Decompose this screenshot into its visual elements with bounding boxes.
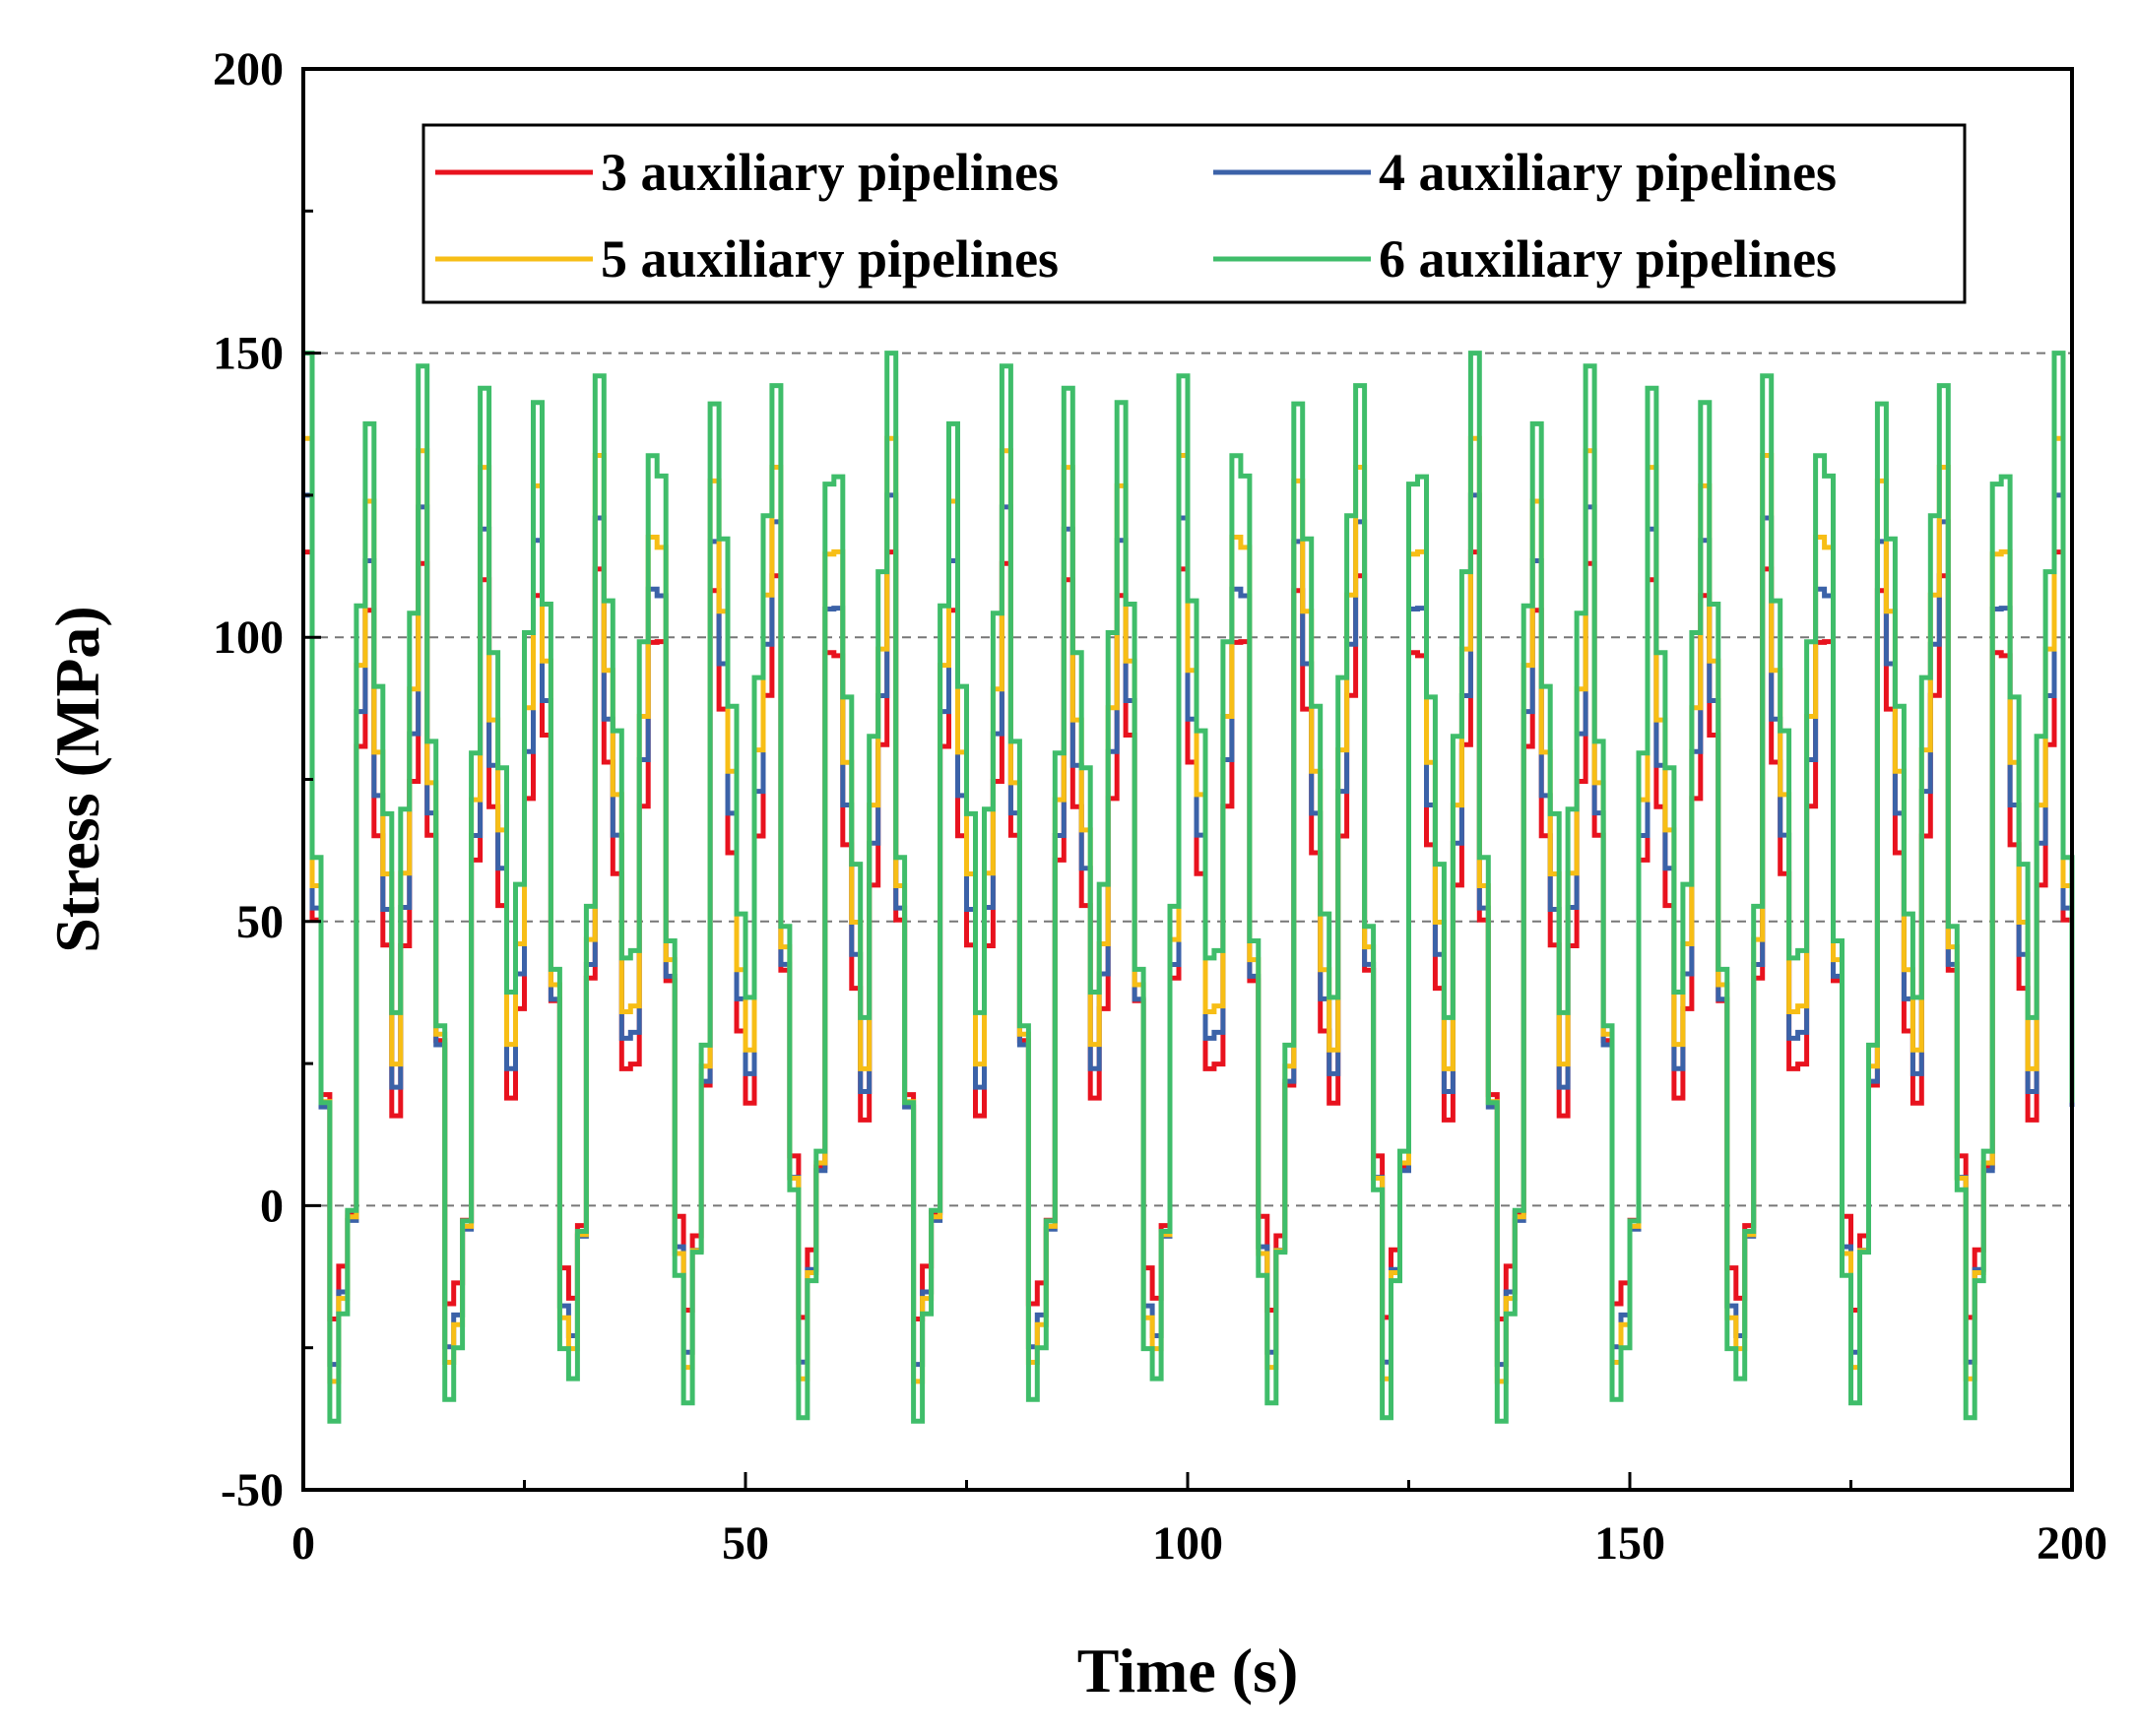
y-tick-label-0: 0: [260, 1180, 284, 1232]
legend-label-5: 5 auxiliary pipelines: [601, 229, 1059, 289]
y-tick-label-100: 100: [213, 611, 284, 664]
legend-box: [421, 123, 1967, 304]
series-line-6-auxiliary-pipelines: [303, 351, 2075, 1424]
y-axis-title: Stress (MPa): [42, 606, 112, 953]
y-tick-label-200: 200: [213, 43, 284, 96]
axis-ticks: [301, 67, 2074, 1492]
legend: 3 auxiliary pipelines 4 auxiliary pipelin…: [421, 123, 1967, 304]
x-tick-label-200: 200: [2037, 1517, 2107, 1570]
x-tick-label-0: 0: [291, 1517, 315, 1570]
x-tick-label-150: 150: [1594, 1517, 1665, 1570]
legend-label-4: 4 auxiliary pipelines: [1379, 143, 1837, 202]
x-tick-label-100: 100: [1152, 1517, 1223, 1570]
legend-label-6: 6 auxiliary pipelines: [1379, 229, 1837, 289]
series-layer: [303, 351, 2075, 1424]
y-tick-label-50: 50: [236, 896, 284, 948]
x-tick-label-50: 50: [722, 1517, 769, 1570]
x-axis-title: Time (s): [1077, 1636, 1299, 1705]
y-tick-label-150: 150: [213, 328, 284, 380]
legend-label-3: 3 auxiliary pipelines: [601, 143, 1059, 202]
y-tick-label--50: -50: [221, 1464, 284, 1516]
